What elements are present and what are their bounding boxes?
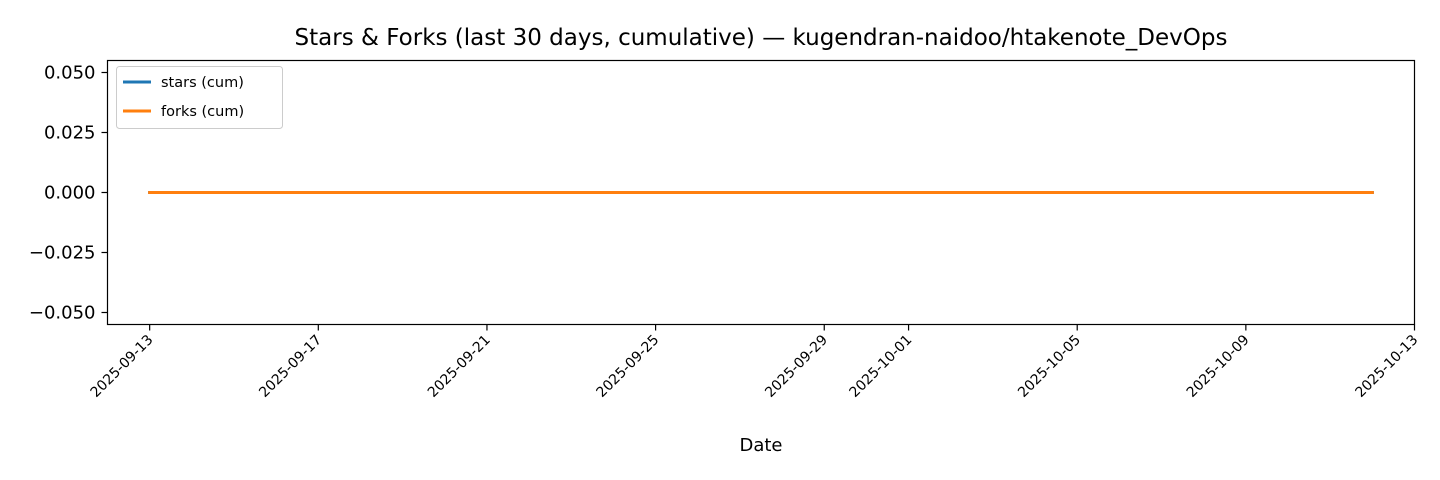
y-tick-label: 0.025	[44, 123, 96, 144]
legend-label: stars (cum)	[161, 75, 244, 91]
x-tick-label: 2025-09-29	[762, 332, 831, 401]
x-axis: 2025-09-13 2025-09-17 2025-09-21 2025-09-25…	[88, 324, 1421, 401]
x-tick-label: 2025-09-21	[425, 332, 494, 401]
x-tick-label: 2025-09-17	[256, 332, 325, 401]
x-tick-label: 2025-10-09	[1184, 332, 1253, 401]
y-tick-label: 0.050	[44, 63, 96, 84]
legend: stars (cum) forks (cum)	[116, 66, 283, 129]
x-axis-label: Date	[739, 435, 782, 456]
plot-frame	[106, 59, 1416, 326]
x-tick-label: 2025-10-01	[847, 332, 916, 401]
x-tick-label: 2025-09-25	[594, 332, 663, 401]
legend-box	[116, 66, 283, 129]
x-tick-label: 2025-09-13	[88, 332, 157, 401]
chart-title: Stars & Forks (last 30 days, cumulative)…	[295, 25, 1228, 51]
x-tick-label: 2025-10-05	[1015, 332, 1084, 401]
y-tick-label: −0.050	[29, 303, 96, 324]
legend-label: forks (cum)	[161, 104, 244, 120]
y-tick-label: 0.000	[44, 183, 96, 204]
x-tick-label: 2025-10-13	[1352, 332, 1421, 401]
y-axis: 0.050 0.025 0.000 −0.025 −0.050	[29, 63, 108, 324]
y-tick-label: −0.025	[29, 243, 96, 264]
